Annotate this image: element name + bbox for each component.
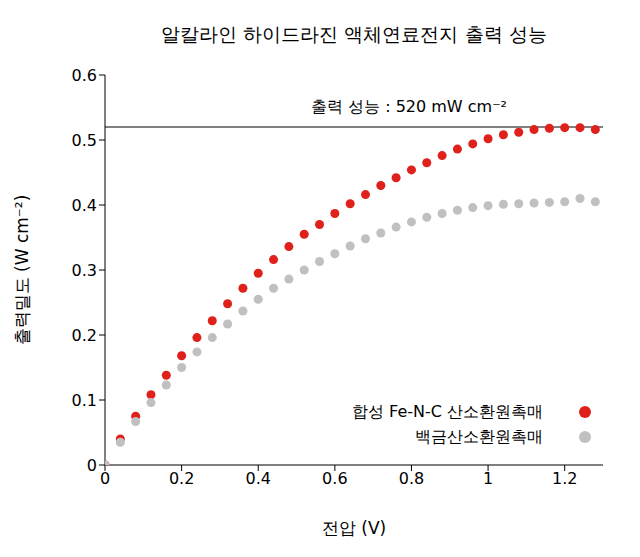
svg-text:0.4: 0.4 xyxy=(246,469,271,488)
html-text:합성 Fe-N-C 산소환원촉매: 합성 Fe-N-C 산소환원촉매 xyxy=(352,402,543,421)
svg-text:0.6: 0.6 xyxy=(322,469,347,488)
svg-text:0: 0 xyxy=(87,456,97,475)
svg-text:0.6: 0.6 xyxy=(72,66,97,85)
html-text:출력밀도 (W cm⁻²): 출력밀도 (W cm⁻²) xyxy=(11,194,32,346)
svg-text:0.8: 0.8 xyxy=(399,469,424,488)
svg-text:1: 1 xyxy=(483,469,493,488)
html-text:알칼라인 하이드라진 액체연료전지 출력 성능: 알칼라인 하이드라진 액체연료전지 출력 성능 xyxy=(161,23,547,45)
svg-text:0.4: 0.4 xyxy=(72,196,97,215)
svg-text:0.1: 0.1 xyxy=(72,391,97,410)
svg-text:0.5: 0.5 xyxy=(72,131,97,150)
html-text:전압 (V): 전압 (V) xyxy=(321,518,387,538)
svg-text:0.2: 0.2 xyxy=(72,326,97,345)
html-text:백금산소환원촉매: 백금산소환원촉매 xyxy=(415,427,543,446)
svg-text:0.3: 0.3 xyxy=(72,261,97,280)
svg-text:0.2: 0.2 xyxy=(169,469,194,488)
html-text:출력 성능 : 520 mW cm⁻²: 출력 성능 : 520 mW cm⁻² xyxy=(311,97,507,116)
svg-text:1.2: 1.2 xyxy=(552,469,577,488)
svg-text:0: 0 xyxy=(100,469,110,488)
